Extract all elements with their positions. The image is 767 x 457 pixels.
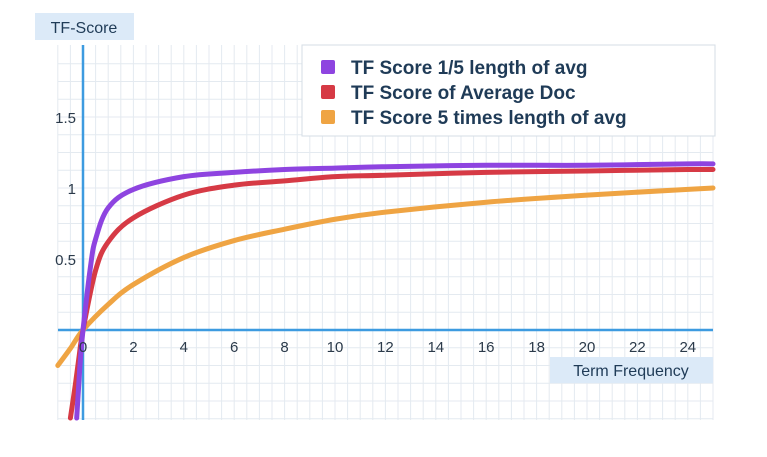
x-tick-label: 22 bbox=[629, 339, 646, 356]
y-axis-title-box bbox=[35, 13, 134, 40]
x-tick-label: 10 bbox=[327, 339, 344, 356]
legend-swatch bbox=[321, 110, 335, 124]
x-tick-label: 0 bbox=[79, 339, 87, 356]
x-tick-label: 14 bbox=[427, 339, 444, 356]
grid-lines bbox=[57, 45, 714, 420]
legend-items: TF Score 1/5 length of avg TF Score of Av… bbox=[321, 58, 627, 129]
y-axis-title-text: TF-Score bbox=[51, 20, 118, 37]
y-axis-title: TF-Score bbox=[35, 13, 134, 40]
legend-box bbox=[301, 44, 716, 137]
legend-label: TF Score of Average Doc bbox=[351, 83, 576, 104]
series-lines bbox=[55, 161, 716, 421]
x-axis-title: Term Frequency bbox=[550, 357, 713, 383]
legend-label: TF Score 1/5 length of avg bbox=[351, 58, 588, 79]
x-axis-title-box bbox=[550, 357, 713, 383]
legend-swatch bbox=[321, 60, 335, 74]
legend: TF Score 1/5 length of avg TF Score of Av… bbox=[301, 44, 716, 137]
x-tick-label: 4 bbox=[180, 339, 188, 356]
y-tick-label: 1.5 bbox=[55, 110, 76, 127]
x-tick-label: 24 bbox=[679, 339, 696, 356]
tick-labels: 0 2 4 6 8 10 12 14 16 18 20 22 240.511.5 bbox=[55, 110, 696, 356]
legend-label: TF Score 5 times length of avg bbox=[351, 108, 627, 129]
x-tick-label: 6 bbox=[230, 339, 238, 356]
series-line-3 bbox=[55, 185, 716, 368]
y-tick-label: 0.5 bbox=[55, 252, 76, 269]
x-tick-label: 20 bbox=[579, 339, 596, 356]
y-tick-label: 1 bbox=[68, 181, 76, 198]
x-tick-label: 2 bbox=[129, 339, 137, 356]
series-line-1 bbox=[74, 161, 716, 421]
x-tick-label: 18 bbox=[528, 339, 545, 356]
x-axis-title-text: Term Frequency bbox=[573, 363, 689, 380]
x-tick-label: 8 bbox=[280, 339, 288, 356]
x-tick-label: 12 bbox=[377, 339, 394, 356]
legend-swatch bbox=[321, 85, 335, 99]
x-tick-label: 16 bbox=[478, 339, 495, 356]
